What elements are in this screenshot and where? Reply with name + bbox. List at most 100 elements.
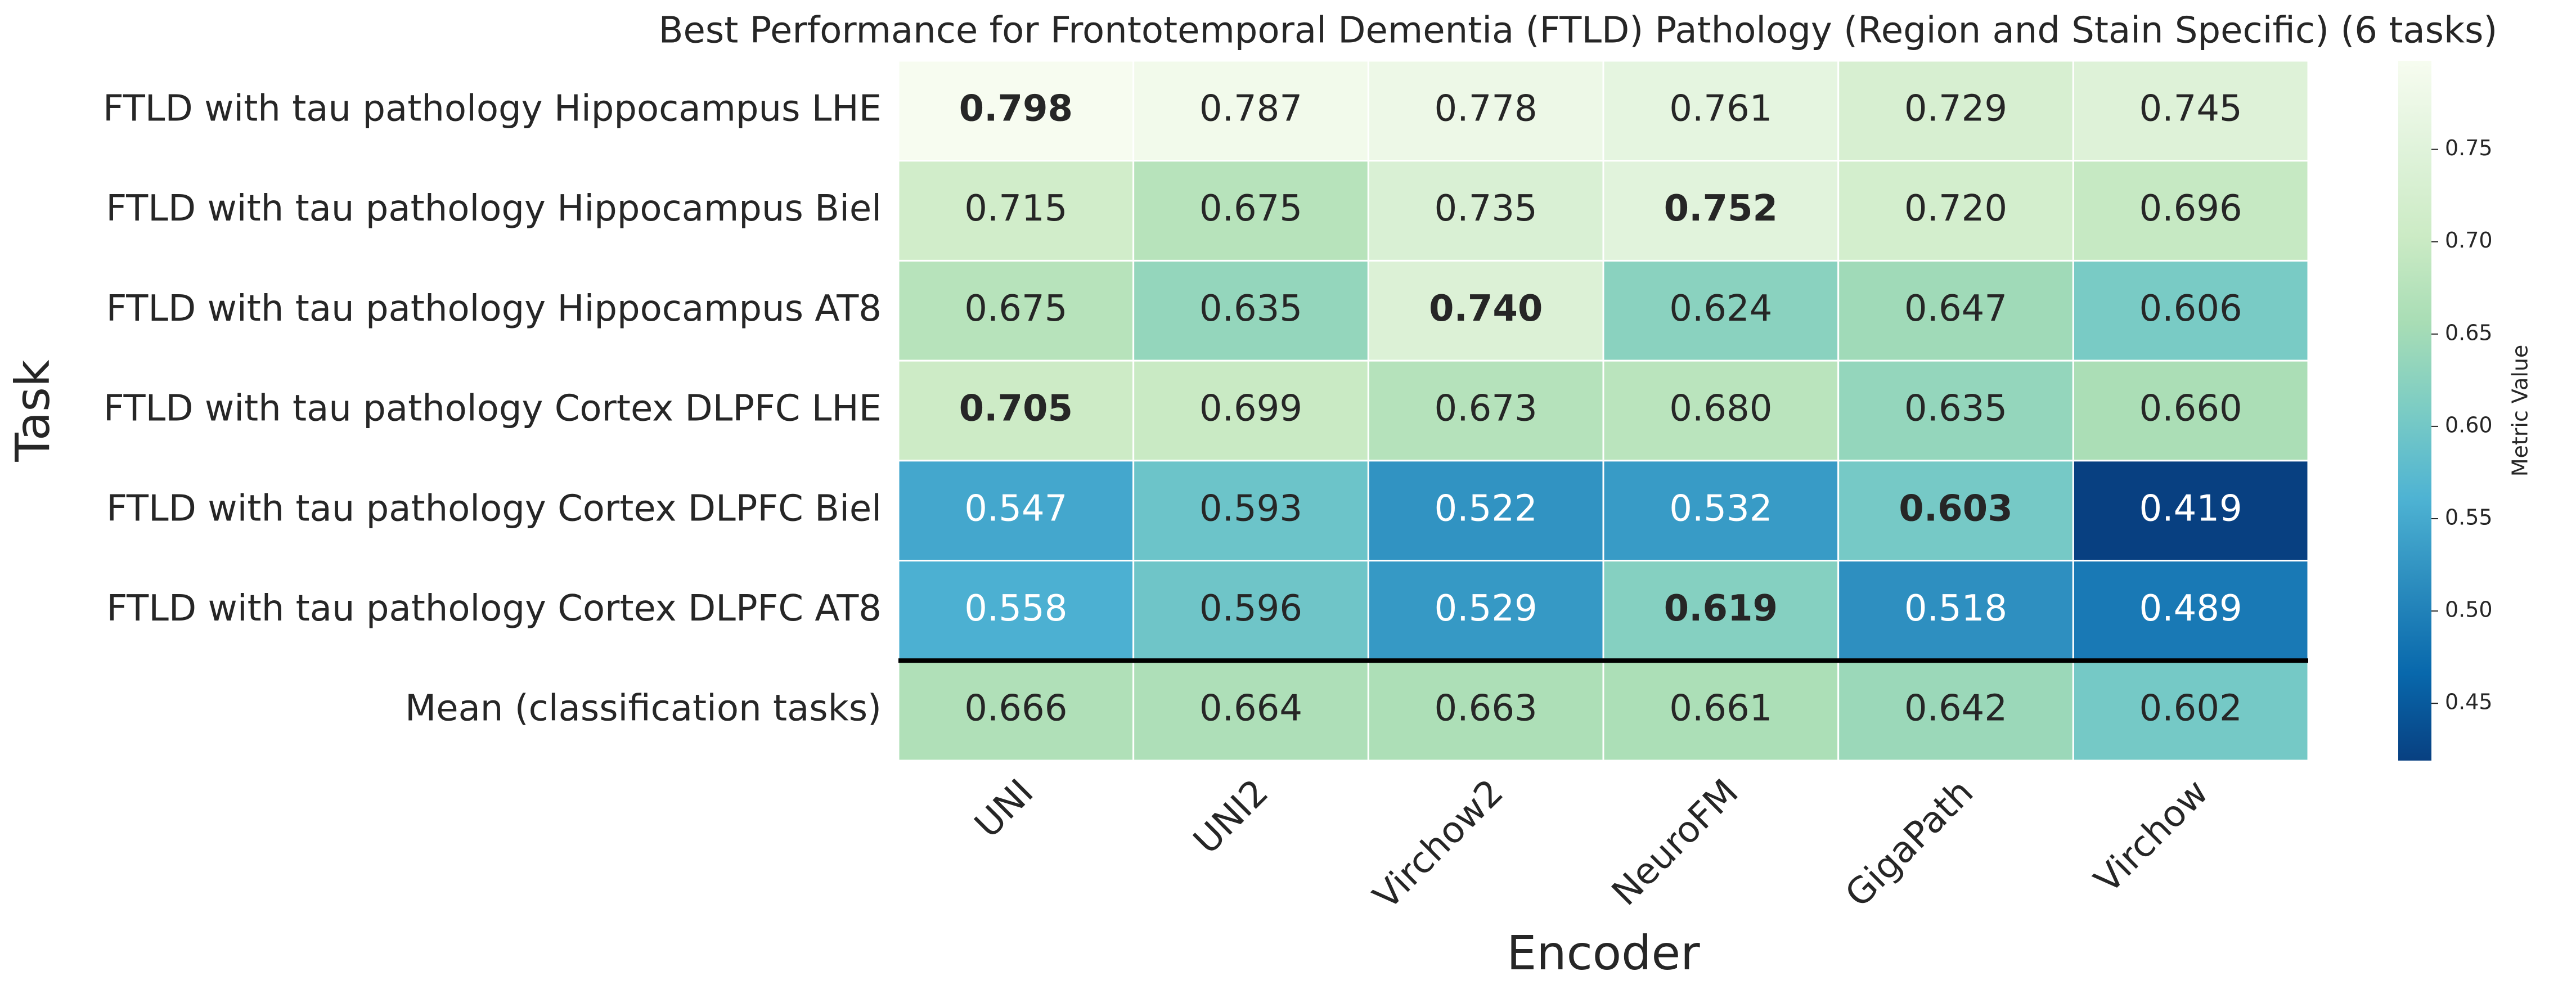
- heatmap-cell: [2072, 60, 2309, 162]
- cell-label: 0.761: [1669, 88, 1772, 129]
- colorbar-tick-label: 0.45: [2445, 690, 2493, 714]
- cell-label: 0.680: [1669, 388, 1772, 430]
- x-tick-label: UNI: [967, 771, 1042, 846]
- cell-label: 0.619: [1664, 588, 1778, 630]
- y-tick-label: FTLD with tau pathology Cortex DLPFC LHE: [104, 388, 882, 430]
- cell-label: 0.532: [1669, 488, 1772, 529]
- colorbar-tick-label: 0.65: [2445, 320, 2493, 345]
- cell-label: 0.666: [964, 688, 1067, 730]
- cell-label: 0.596: [1199, 588, 1302, 630]
- heatmap-cell: [1367, 460, 1604, 562]
- cell-label: 0.606: [2139, 288, 2242, 330]
- cell-label: 0.522: [1435, 488, 1537, 529]
- cell-label: 0.664: [1199, 688, 1302, 730]
- cell-label: 0.635: [1904, 388, 2007, 430]
- heatmap-cell: [1132, 359, 1369, 462]
- cell-label: 0.778: [1435, 88, 1537, 129]
- y-tick-label: FTLD with tau pathology Hippocampus Biel: [106, 188, 882, 230]
- cell-label: 0.419: [2139, 488, 2242, 529]
- cell-label: 0.518: [1904, 588, 2007, 630]
- cell-label: 0.529: [1435, 588, 1537, 630]
- cell-label: 0.558: [964, 588, 1067, 630]
- heatmap-cell: [1602, 659, 1840, 762]
- cell-label: 0.642: [1904, 688, 2007, 730]
- cell-label: 0.745: [2139, 88, 2242, 129]
- cell-label: 0.661: [1669, 688, 1772, 730]
- colorbar: [2398, 61, 2431, 761]
- heatmap-cell: [1367, 60, 1604, 162]
- heatmap-cell: [1602, 359, 1840, 462]
- heatmap-cell: [2072, 560, 2309, 662]
- heatmap-cell: [1602, 259, 1840, 362]
- y-tick-label: FTLD with tau pathology Hippocampus LHE: [103, 88, 882, 129]
- y-tick-label: FTLD with tau pathology Hippocampus AT8: [106, 288, 882, 330]
- cell-label: 0.675: [964, 288, 1067, 330]
- heatmap-cell: [897, 359, 1135, 462]
- heatmap-cell: [1132, 259, 1369, 362]
- y-tick-label: FTLD with tau pathology Cortex DLPFC AT8: [106, 588, 882, 630]
- x-tick-label: Virchow: [2087, 771, 2217, 901]
- cell-label: 0.798: [959, 88, 1073, 129]
- cell-label: 0.696: [2139, 188, 2242, 230]
- cell-label: 0.602: [2139, 688, 2242, 730]
- cell-label: 0.547: [964, 488, 1067, 529]
- heatmap-cell: [1837, 560, 2074, 662]
- heatmap-cell: [1837, 359, 2074, 462]
- cell-label: 0.489: [2139, 588, 2242, 630]
- heatmap-cell: [897, 659, 1135, 762]
- colorbar-tick-label: 0.60: [2445, 412, 2493, 437]
- cell-label: 0.603: [1899, 488, 2012, 529]
- cell-label: 0.675: [1199, 188, 1302, 230]
- x-tick-label: GigaPath: [1837, 771, 1981, 915]
- heatmap-cell: [897, 60, 1135, 162]
- colorbar-label: Metric Value: [2508, 345, 2533, 477]
- heatmap-cell: [897, 460, 1135, 562]
- chart-title: Best Performance for Frontotemporal Deme…: [659, 10, 2498, 52]
- heatmap-cell: [1602, 60, 1840, 162]
- cell-label: 0.787: [1199, 88, 1302, 129]
- y-tick-label: Mean (classification tasks): [405, 688, 882, 730]
- colorbar-tick-label: 0.75: [2445, 136, 2493, 160]
- heatmap-cell: [2072, 460, 2309, 562]
- heatmap-cell: [897, 259, 1135, 362]
- heatmap-cell: [2072, 359, 2309, 462]
- cell-label: 0.673: [1435, 388, 1537, 430]
- cell-label: 0.647: [1904, 288, 2007, 330]
- x-tick-label: NeuroFM: [1604, 771, 1746, 914]
- heatmap-cell: [1837, 460, 2074, 562]
- heatmap-cell: [2072, 659, 2309, 762]
- cell-label: 0.660: [2139, 388, 2242, 430]
- cell-label: 0.635: [1199, 288, 1302, 330]
- y-tick-label: FTLD with tau pathology Cortex DLPFC Bie…: [106, 488, 882, 529]
- cell-label: 0.593: [1199, 488, 1302, 529]
- heatmap-cell: [1132, 60, 1369, 162]
- heatmap-cell: [1132, 659, 1369, 762]
- heatmap-cell: [897, 560, 1135, 662]
- heatmap-cell: [1837, 259, 2074, 362]
- cell-label: 0.705: [959, 388, 1073, 430]
- colorbar-tick-label: 0.70: [2445, 228, 2493, 253]
- cell-label: 0.752: [1664, 188, 1778, 230]
- heatmap-cell: [2072, 160, 2309, 262]
- cell-label: 0.740: [1429, 288, 1543, 330]
- colorbar-tick-label: 0.50: [2445, 597, 2493, 622]
- heatmap-cell: [1602, 160, 1840, 262]
- colorbar-tick-label: 0.55: [2445, 505, 2493, 530]
- cell-label: 0.624: [1669, 288, 1772, 330]
- cell-label: 0.663: [1435, 688, 1537, 730]
- heatmap-cell: [1602, 460, 1840, 562]
- heatmap-cell: [1837, 60, 2074, 162]
- y-axis-label: Task: [5, 359, 60, 462]
- x-tick-label: Virchow2: [1365, 771, 1512, 918]
- x-axis-label: Encoder: [1507, 925, 1700, 981]
- cell-label: 0.729: [1904, 88, 2007, 129]
- x-tick-label: UNI2: [1186, 771, 1276, 862]
- heatmap-cell: [1367, 359, 1604, 462]
- cell-label: 0.715: [964, 188, 1067, 230]
- heatmap-cell: [2072, 259, 2309, 362]
- cell-label: 0.735: [1435, 188, 1537, 230]
- cell-label: 0.699: [1199, 388, 1302, 430]
- heatmap-cell: [1837, 659, 2074, 762]
- heatmap-cell: [1132, 160, 1369, 262]
